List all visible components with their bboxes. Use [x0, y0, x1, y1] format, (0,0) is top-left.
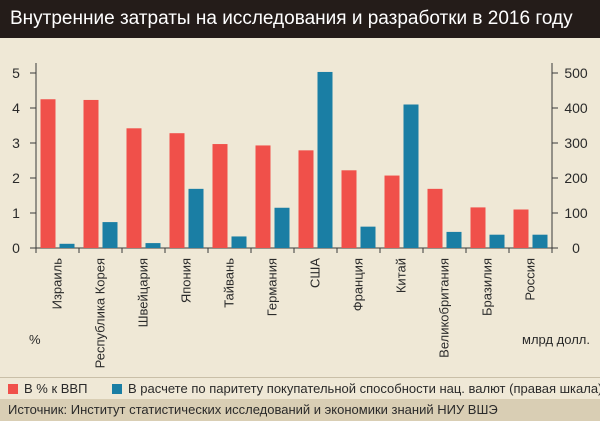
legend-swatch-ppp: [112, 384, 122, 394]
legend-item-ppp: В расчете по паритету покупательной спос…: [112, 378, 600, 400]
right-tick-label: 500: [564, 65, 588, 81]
right-axis-unit: млрд долл.: [522, 332, 590, 347]
bar-gdp: [341, 170, 357, 248]
category-label: Швейцария: [136, 258, 151, 327]
bar-ppp: [489, 234, 505, 248]
bar-ppp: [532, 234, 548, 248]
category-label: Израиль: [50, 258, 65, 310]
category-label: Китай: [394, 258, 409, 293]
right-tick-label: 100: [564, 205, 588, 221]
bar-gdp: [384, 175, 400, 248]
left-tick-label: 0: [12, 240, 20, 256]
bar-chart: 0 1 2 3 4 5 0 100 200 300 400 500 Израиль Республика …: [12, 63, 590, 368]
bar-ppp: [403, 104, 419, 248]
right-tick-label: 200: [564, 170, 588, 186]
left-tick-label: 5: [12, 65, 20, 81]
bar-gdp: [427, 188, 443, 248]
legend-label-ppp: В расчете по паритету покупательной спос…: [128, 381, 600, 396]
category-label: Тайвань: [222, 258, 237, 308]
bar-gdp: [298, 150, 314, 248]
legend-label-gdp: В % к ВВП: [24, 381, 88, 396]
left-axis-unit: %: [29, 332, 41, 347]
right-tick-label: 0: [572, 240, 580, 256]
left-tick-label: 1: [12, 205, 20, 221]
bar-gdp: [513, 209, 529, 248]
legend-swatch-gdp: [8, 384, 18, 394]
category-label: Великобритания: [437, 258, 452, 358]
bar-ppp: [188, 188, 204, 248]
bar-gdp: [126, 128, 142, 248]
left-tick-label: 2: [12, 170, 20, 186]
bar-ppp: [446, 231, 462, 248]
bar-ppp: [102, 222, 118, 248]
legend: В % к ВВП В расчете по паритету покупате…: [0, 377, 600, 400]
category-label: Франция: [351, 258, 366, 311]
bar-ppp: [145, 243, 161, 248]
bar-gdp: [470, 207, 486, 248]
bar-gdp: [212, 144, 228, 248]
left-tick-label: 3: [12, 135, 20, 151]
category-label: Япония: [179, 258, 194, 303]
bar-ppp: [274, 207, 290, 248]
bar-gdp: [83, 99, 99, 248]
bar-ppp: [59, 243, 75, 248]
category-label: Германия: [265, 258, 280, 316]
category-label: Республика Корея: [93, 258, 108, 368]
bar-ppp: [231, 236, 247, 248]
bar-ppp: [360, 226, 376, 248]
right-tick-label: 400: [564, 100, 588, 116]
category-label: Россия: [523, 258, 538, 301]
bar-gdp: [169, 133, 185, 248]
chart-title: Внутренние затраты на исследования и раз…: [0, 0, 600, 38]
legend-item-gdp: В % к ВВП: [8, 378, 87, 400]
category-label: Бразилия: [480, 258, 495, 316]
left-tick-label: 4: [12, 100, 20, 116]
bar-gdp: [255, 145, 271, 248]
bar-ppp: [317, 71, 333, 248]
bar-gdp: [40, 99, 56, 248]
right-tick-label: 300: [564, 135, 588, 151]
category-label: США: [308, 258, 323, 288]
source-note: Источник: Институт статистических исслед…: [0, 399, 600, 421]
